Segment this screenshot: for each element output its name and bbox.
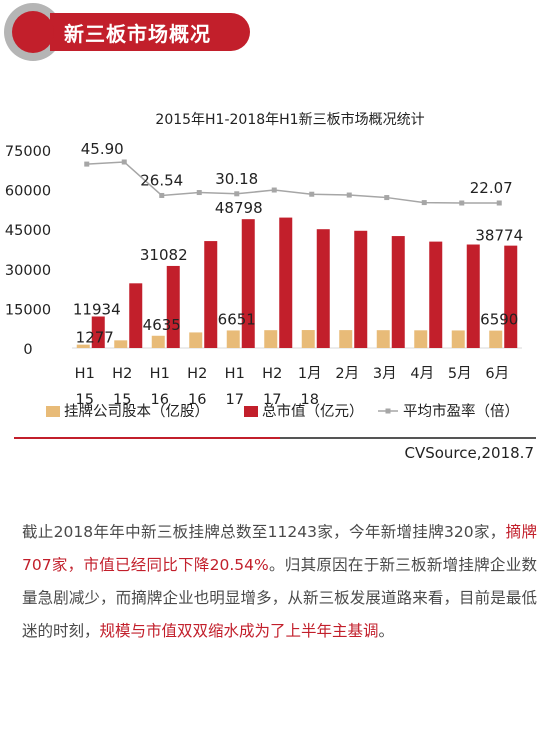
- legend-swatch-pe-point: [385, 408, 391, 414]
- bar-share-capital: [339, 330, 353, 348]
- summary-text-2: 。归其原因在于新三板新增挂牌企业数量急剧减少，而摘牌企业也明显增多，从新三板发展…: [22, 556, 537, 640]
- pe-ratio-point: [421, 200, 427, 206]
- x-tick-label: 15: [113, 392, 131, 408]
- market-overview-chart: 2015年H1-2018年H1新三板市场概况统计 75000 60000 45000 3…: [5, 111, 523, 420]
- x-tick-label: 6月: [485, 366, 509, 382]
- header-banner: [50, 13, 250, 51]
- x-tick-label: 4月: [410, 366, 434, 382]
- pe-ratio-point: [459, 200, 465, 206]
- y-tick-label: 0: [23, 342, 32, 358]
- bar-share-capital: [151, 335, 165, 348]
- bar-share-capital: [376, 330, 390, 348]
- data-label: 31082: [140, 246, 188, 264]
- data-label: 30.18: [215, 170, 258, 188]
- x-tick-label: 5月: [448, 366, 472, 382]
- pe-ratio-point: [384, 195, 390, 201]
- data-label: 6590: [480, 311, 518, 329]
- bar-market-value: [241, 219, 255, 348]
- pe-ratio-point: [159, 192, 165, 198]
- y-tick-label: 15000: [5, 302, 51, 318]
- bar-share-capital: [489, 330, 503, 348]
- divider-line: [280, 437, 536, 439]
- data-label: 26.54: [140, 171, 183, 189]
- x-tick-label: 15: [76, 392, 94, 408]
- x-tick-label: 16: [151, 392, 169, 408]
- legend-swatch-market-value: [244, 406, 258, 417]
- section-title: 新三板市场概况: [64, 22, 211, 46]
- bar-market-value: [204, 241, 218, 348]
- data-label: 45.90: [81, 140, 124, 158]
- divider-accent: [14, 437, 280, 439]
- x-tick-label: H2: [187, 366, 207, 382]
- bar-market-value: [166, 265, 180, 348]
- bar-market-value: [429, 241, 443, 348]
- pe-ratio-point: [496, 200, 502, 206]
- bar-share-capital: [76, 344, 90, 348]
- bar-share-capital: [189, 332, 203, 348]
- pe-ratio-point: [234, 191, 240, 197]
- bar-share-capital: [226, 330, 240, 348]
- x-tick-label: 17: [226, 392, 244, 408]
- pe-ratio-point: [84, 161, 90, 167]
- pe-ratio-point: [346, 192, 352, 198]
- bar-market-value: [129, 283, 143, 348]
- data-label: 48798: [215, 199, 263, 217]
- x-tick-label: 18: [301, 392, 319, 408]
- data-label: 1277: [76, 329, 114, 347]
- bar-market-value: [466, 244, 480, 348]
- summary-text-1: 截止2018年年中新三板挂牌总数至11243家，今年新增挂牌320家，: [22, 523, 506, 541]
- bar-share-capital: [451, 330, 465, 348]
- summary-paragraph: 截止2018年年中新三板挂牌总数至11243家，今年新增挂牌320家，摘牌707…: [22, 516, 537, 648]
- data-label: 38774: [475, 227, 523, 245]
- data-label: 11934: [73, 300, 121, 318]
- pe-ratio-point: [121, 159, 127, 165]
- pe-ratio-point: [309, 191, 315, 197]
- section-header: 新三板市场概况: [0, 0, 554, 64]
- bar-share-capital: [414, 330, 428, 348]
- x-tick-label: H1: [75, 366, 95, 382]
- pe-ratio-point: [271, 187, 277, 193]
- bar-market-value: [391, 236, 405, 348]
- x-tick-label: 16: [188, 392, 206, 408]
- bar-market-value: [504, 245, 518, 348]
- y-tick-label: 75000: [5, 144, 51, 160]
- data-label: 6651: [218, 310, 256, 328]
- x-tick-label: H2: [262, 366, 282, 382]
- y-tick-label: 60000: [5, 184, 51, 200]
- bar-market-value: [354, 230, 368, 348]
- summary-highlight-1: 摘牌707家，市值已经同比下降20.54%: [22, 523, 537, 574]
- chart-title: 2015年H1-2018年H1新三板市场概况统计: [155, 111, 424, 128]
- legend-swatch-share-capital: [46, 406, 60, 417]
- summary-text-3: 。: [378, 622, 395, 640]
- bar-market-value: [316, 229, 330, 348]
- bar-share-capital: [114, 340, 128, 348]
- x-tick-label: H1: [225, 366, 245, 382]
- bar-share-capital: [264, 330, 278, 348]
- legend-label: 总市值（亿元）: [262, 403, 364, 420]
- legend-label: 挂牌公司股本（亿股）: [64, 403, 209, 420]
- summary-highlight-2: 规模与市值双双缩水成为了上半年主基调: [99, 622, 379, 640]
- x-tick-label: 2月: [335, 366, 359, 382]
- data-label: 22.07: [470, 179, 513, 197]
- x-tick-label: 17: [263, 392, 281, 408]
- x-tick-label: 1月: [298, 366, 322, 382]
- pe-ratio-line: [86, 161, 500, 204]
- pe-ratio-point: [196, 190, 202, 196]
- source-note: CVSource,2018.7: [404, 444, 534, 462]
- y-tick-label: 45000: [5, 223, 51, 239]
- bar-market-value: [279, 217, 293, 348]
- data-label: 4635: [143, 316, 181, 334]
- x-tick-label: 3月: [373, 366, 397, 382]
- header-circle-dot: [12, 11, 54, 53]
- x-tick-label: H2: [112, 366, 132, 382]
- bar-share-capital: [301, 330, 315, 348]
- x-tick-label: H1: [150, 366, 170, 382]
- legend-label: 平均市盈率（倍）: [403, 403, 519, 420]
- bar-market-value: [91, 316, 105, 348]
- y-tick-label: 30000: [5, 263, 51, 279]
